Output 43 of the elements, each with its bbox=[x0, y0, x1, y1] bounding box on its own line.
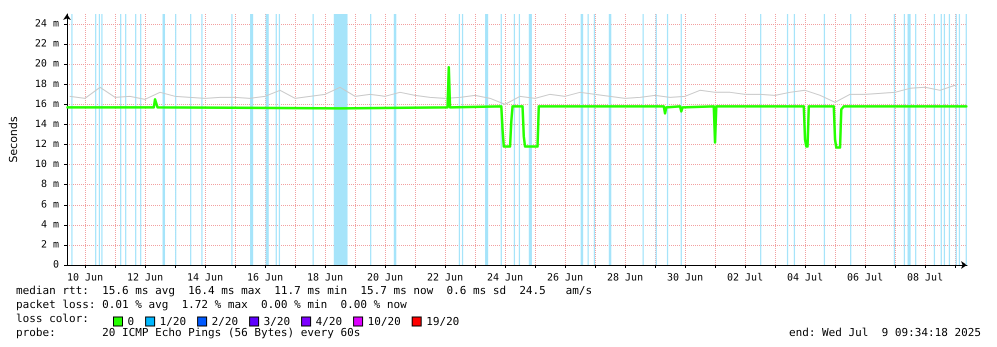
x-tick-label: 22 Jun bbox=[426, 272, 464, 284]
x-tick-label: 26 Jun bbox=[546, 272, 584, 284]
text: packet loss: 0.01 % avg 1.72 % max 0.00 % min 0.00 % now bbox=[16, 298, 408, 311]
y-tick-label: 14 m bbox=[34, 118, 59, 130]
x-tick-label: 18 Jun bbox=[306, 272, 344, 284]
legend-label: 19/20 bbox=[426, 315, 460, 328]
line-series bbox=[70, 84, 956, 105]
y-tick-label: 16 m bbox=[34, 98, 59, 110]
legend-label: 10/20 bbox=[368, 315, 401, 328]
y-axis-title: Seconds bbox=[7, 116, 20, 163]
x-tick-label: 10 Jun bbox=[66, 272, 104, 284]
x-tick-label: 06 Jul bbox=[846, 272, 884, 284]
y-tick-label: 6 m bbox=[40, 199, 59, 210]
y-tick-label: 0 bbox=[52, 260, 59, 270]
text: end: Wed Jul 9 09:34:18 2025 bbox=[788, 326, 982, 339]
legend-title: loss color: bbox=[16, 312, 89, 325]
y-tick-label: 18 m bbox=[34, 78, 59, 90]
legend-label: 3/20 bbox=[264, 315, 290, 328]
x-tick-label: 30 Jun bbox=[666, 272, 704, 284]
y-tick-label: 20 m bbox=[34, 58, 59, 70]
x-tick-label: 08 Jul bbox=[906, 272, 944, 284]
y-tick-label: 22 m bbox=[34, 38, 59, 50]
y-tick-label: 12 m bbox=[34, 139, 59, 150]
text: median rtt: 15.6 ms avg 16.4 ms max 11.7 ms min 15.7 ms now 0.6 ms sd 24.5 am/s bbox=[16, 284, 592, 297]
x-tick-label: 04 Jul bbox=[786, 272, 824, 284]
x-tick-label: 24 Jun bbox=[486, 272, 524, 284]
y-tick-label: 2 m bbox=[40, 239, 59, 250]
y-tick-label: 8 m bbox=[40, 179, 59, 190]
y-tick-label: 4 m bbox=[40, 219, 59, 230]
y-tick-label: 10 m bbox=[34, 159, 59, 170]
x-tick-label: 28 Jun bbox=[606, 272, 644, 284]
legend-label: 4/20 bbox=[316, 315, 342, 328]
text: probe: 20 ICMP Echo Pings (56 Bytes) every 60s bbox=[16, 326, 360, 339]
legend-label: 1/20 bbox=[160, 315, 186, 328]
legend-label: 0 bbox=[128, 315, 134, 328]
line-series bbox=[66, 66, 968, 149]
legend-label: 2/20 bbox=[212, 315, 238, 328]
x-tick-label: 16 Jun bbox=[246, 272, 284, 284]
x-tick-label: 12 Jun bbox=[126, 272, 164, 284]
y-tick-label: 24 m bbox=[34, 18, 59, 30]
x-tick-label: 14 Jun bbox=[186, 272, 224, 284]
x-tick-label: 20 Jun bbox=[366, 272, 404, 284]
x-tick-label: 02 Jul bbox=[726, 272, 764, 284]
